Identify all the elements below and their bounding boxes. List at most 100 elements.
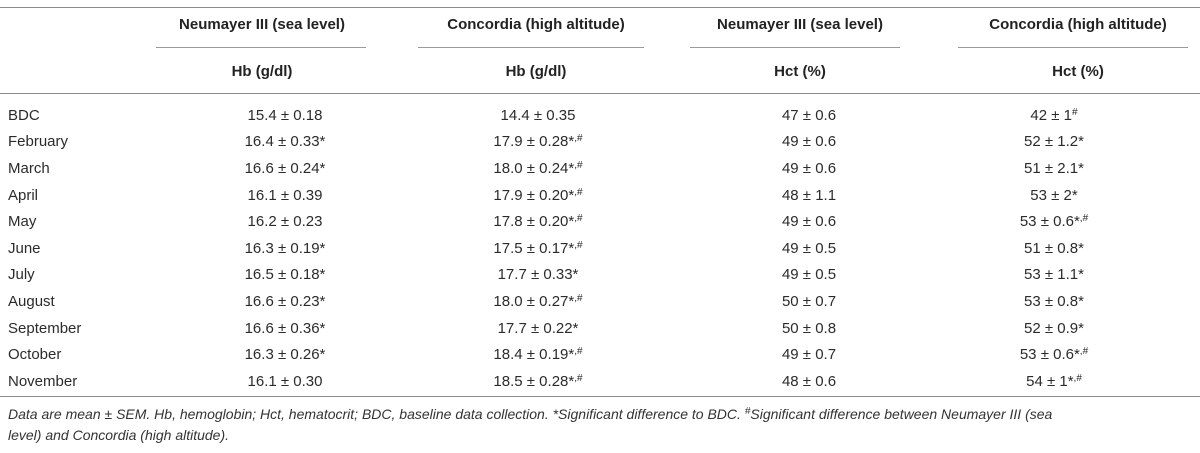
cell-value: 14.4 ± 0.35	[500, 106, 576, 124]
cell-value: 42 ± 1	[1030, 106, 1073, 124]
table-cell: 16.4 ± 0.33*	[168, 129, 402, 156]
cell-value: 16.6 ± 0.36*	[244, 319, 326, 337]
cell-value: 53 ± 2*	[1030, 186, 1078, 204]
table-row: August 16.6 ± 0.23* 18.0 ± 0.27*,# 50 ± 0.7…	[8, 288, 1164, 315]
table-cell: 17.8 ± 0.20*,#	[402, 208, 674, 235]
table-cell: 16.6 ± 0.36*	[168, 315, 402, 342]
table-cell: 17.9 ± 0.28*,#	[402, 129, 674, 156]
cell-value: 54 ± 1*	[1026, 372, 1074, 390]
table-row: October 16.3 ± 0.26* 18.4 ± 0.19*,# 49 ± 0.…	[8, 341, 1164, 368]
cell-value: 49 ± 0.6	[781, 159, 837, 177]
cell-value: 16.5 ± 0.18*	[244, 266, 326, 284]
significance-mark: ,#	[574, 133, 583, 145]
table-cell: 50 ± 0.8	[674, 315, 944, 342]
row-label: November	[8, 372, 78, 390]
table-cell: 16.6 ± 0.23*	[168, 288, 402, 315]
group-rule-2	[418, 47, 644, 48]
row-label: March	[8, 159, 50, 177]
row-label: October	[8, 346, 62, 364]
table-row: November 16.1 ± 0.30 18.5 ± 0.28*,# 48 ± 0.…	[8, 368, 1164, 395]
footnote-mark: #	[744, 406, 751, 417]
table-cell: 17.5 ± 0.17*,#	[402, 235, 674, 262]
cell-value: 50 ± 0.8	[781, 319, 837, 337]
cell-value: 18.0 ± 0.27*	[493, 292, 575, 310]
cell-value: 49 ± 0.7	[781, 346, 837, 364]
column-group-header: Neumayer III (sea level)	[717, 16, 883, 33]
table-cell: 53 ± 0.6*,#	[944, 208, 1164, 235]
column-group-header: Concordia (high altitude)	[989, 16, 1167, 33]
cell-value: 16.1 ± 0.30	[247, 372, 323, 390]
significance-mark: ,#	[1073, 372, 1082, 384]
table-cell: 50 ± 0.7	[674, 288, 944, 315]
table-cell: 18.0 ± 0.24*,#	[402, 155, 674, 182]
cell-value: 49 ± 0.5	[781, 266, 837, 284]
table-cell: 52 ± 1.2*	[944, 129, 1164, 156]
cell-value: 53 ± 1.1*	[1024, 266, 1084, 284]
cell-value: 49 ± 0.5	[781, 239, 837, 257]
table-cell: 15.4 ± 0.18	[168, 102, 402, 129]
table-row: February 16.4 ± 0.33* 17.9 ± 0.28*,# 49 ± 0…	[8, 129, 1164, 156]
significance-mark: ,#	[574, 346, 583, 358]
column-measure-header: Hb (g/dl)	[505, 63, 567, 80]
table-cell: 49 ± 0.6	[674, 129, 944, 156]
cell-value: 16.3 ± 0.19*	[244, 239, 326, 257]
table-cell: 54 ± 1*,#	[944, 368, 1164, 395]
row-label: September	[8, 319, 82, 337]
column-group-header: Neumayer III (sea level)	[179, 16, 345, 33]
significance-mark: ,#	[574, 239, 583, 251]
footnote-text: Data are mean ± SEM. Hb, hemoglobin; Hct…	[8, 406, 745, 422]
table-cell: 53 ± 2*	[944, 182, 1164, 209]
cell-value: 53 ± 0.8*	[1024, 292, 1084, 310]
cell-value: 16.6 ± 0.23*	[244, 292, 326, 310]
cell-value: 51 ± 2.1*	[1024, 159, 1084, 177]
cell-value: 48 ± 1.1	[781, 186, 837, 204]
significance-mark: ,#	[1079, 213, 1089, 225]
table-row: BDC 15.4 ± 0.18 14.4 ± 0.35 47 ± 0.6 42 ± 1#	[8, 102, 1164, 129]
table-row: April 16.1 ± 0.39 17.9 ± 0.20*,# 48 ± 1.1 53…	[8, 182, 1164, 209]
row-label: BDC	[8, 106, 40, 124]
group-rule-4	[958, 47, 1188, 48]
table-cell: 17.9 ± 0.20*,#	[402, 182, 674, 209]
table-cell: 51 ± 2.1*	[944, 155, 1164, 182]
significance-mark: ,#	[574, 159, 583, 171]
table-cell: 16.6 ± 0.24*	[168, 155, 402, 182]
cell-value: 50 ± 0.7	[781, 292, 837, 310]
table-row: July 16.5 ± 0.18* 17.7 ± 0.33* 49 ± 0.5 53 ±…	[8, 262, 1164, 289]
cell-value: 17.7 ± 0.33*	[497, 266, 579, 284]
row-label: June	[8, 239, 41, 257]
cell-value: 52 ± 0.9*	[1024, 319, 1084, 337]
table-cell: 53 ± 0.6*,#	[944, 341, 1164, 368]
column-measure-header: Hct (%)	[1052, 63, 1104, 80]
cell-value: 51 ± 0.8*	[1024, 239, 1084, 257]
cell-value: 16.6 ± 0.24*	[244, 159, 326, 177]
cell-value: 16.2 ± 0.23	[247, 213, 323, 231]
cell-value: 18.0 ± 0.24*	[493, 159, 575, 177]
table-cell: 49 ± 0.5	[674, 235, 944, 262]
cell-value: 17.8 ± 0.20*	[493, 213, 575, 231]
cell-value: 17.9 ± 0.28*	[493, 133, 575, 151]
table-cell: 17.7 ± 0.33*	[402, 262, 674, 289]
significance-mark: ,#	[574, 372, 583, 384]
significance-mark: ,#	[574, 186, 583, 198]
row-label: August	[8, 292, 55, 310]
table-cell: 51 ± 0.8*	[944, 235, 1164, 262]
table-row: June 16.3 ± 0.19* 17.5 ± 0.17*,# 49 ± 0.5 51…	[8, 235, 1164, 262]
table-bottom-rule	[0, 396, 1200, 397]
group-rule-3	[690, 47, 900, 48]
table-cell: 16.1 ± 0.30	[168, 368, 402, 395]
cell-value: 18.4 ± 0.19*	[493, 346, 575, 364]
cell-value: 17.7 ± 0.22*	[497, 319, 579, 337]
table-cell: 16.3 ± 0.19*	[168, 235, 402, 262]
significance-mark: ,#	[574, 292, 583, 304]
row-label: April	[8, 186, 39, 204]
table-cell: 49 ± 0.6	[674, 208, 944, 235]
column-measure-header: Hct (%)	[774, 63, 826, 80]
cell-value: 17.9 ± 0.20*	[493, 186, 575, 204]
table-cell: 42 ± 1#	[944, 102, 1164, 129]
cell-value: 48 ± 0.6	[781, 372, 837, 390]
cell-value: 47 ± 0.6	[781, 106, 837, 124]
row-label: July	[8, 266, 35, 284]
table-row: March 16.6 ± 0.24* 18.0 ± 0.24*,# 49 ± 0.6 5…	[8, 155, 1164, 182]
table-top-rule	[0, 7, 1200, 8]
cell-value: 17.5 ± 0.17*	[493, 239, 575, 257]
